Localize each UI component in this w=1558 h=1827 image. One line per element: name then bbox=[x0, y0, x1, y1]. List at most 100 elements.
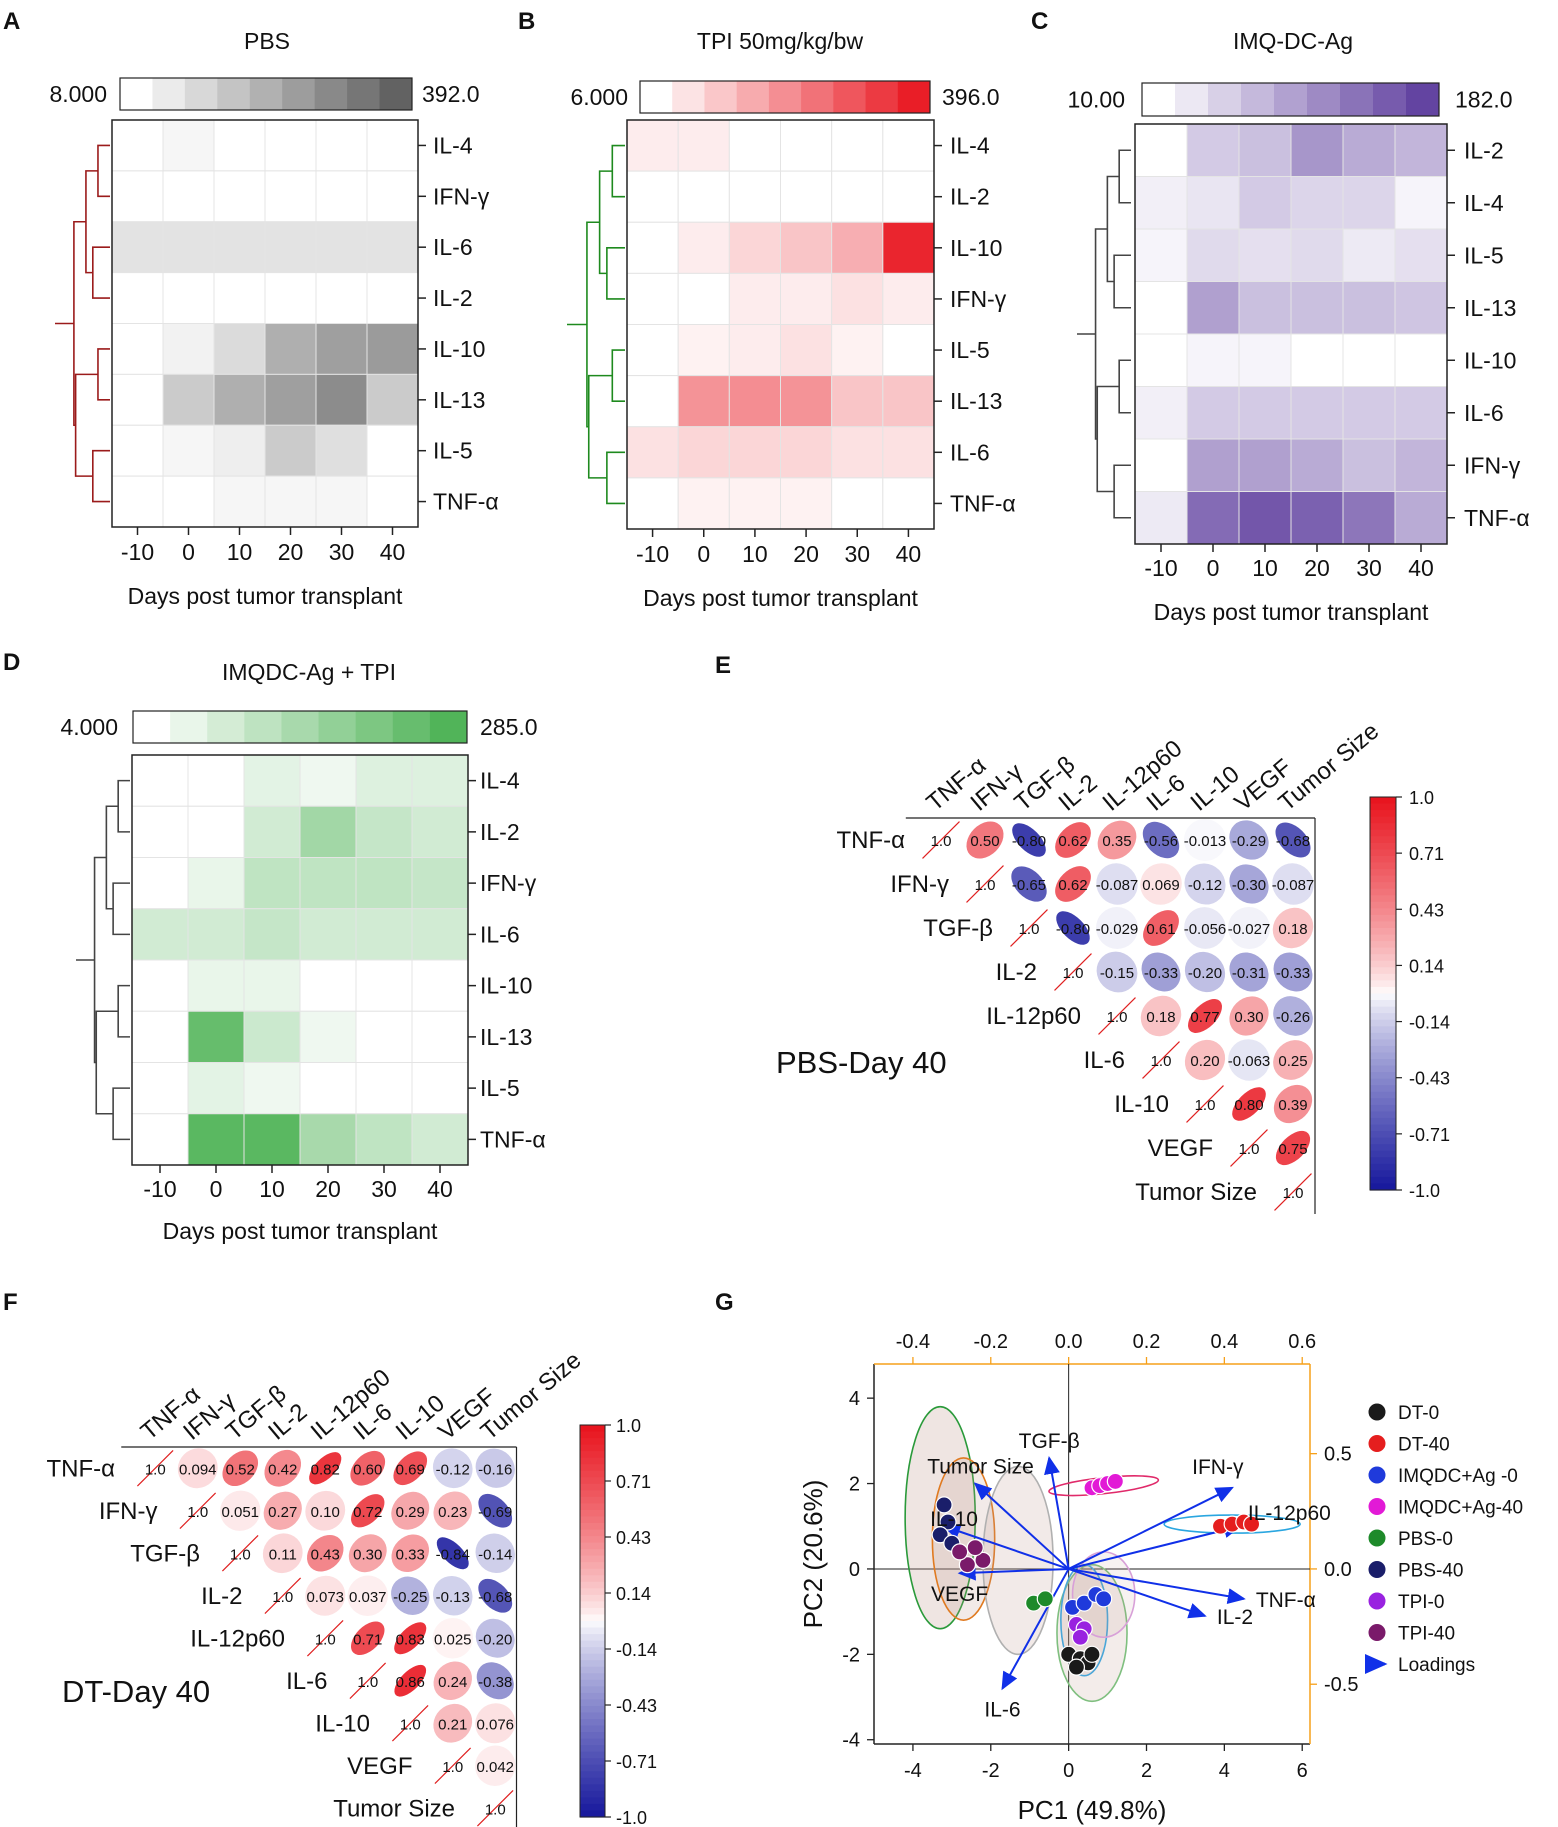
legend-label: IMQDC+Ag -0 bbox=[1398, 1466, 1518, 1487]
colorbar-segment bbox=[580, 1803, 605, 1812]
correlation-ellipse bbox=[433, 1703, 473, 1743]
diagonal-mark bbox=[476, 1789, 514, 1827]
colorbar-segment bbox=[429, 711, 468, 743]
row-variable-label: IL-10 bbox=[1114, 1091, 1169, 1118]
heatmap-cells bbox=[111, 119, 419, 528]
heatmap-cell bbox=[882, 477, 935, 530]
correlation-ellipse bbox=[391, 1576, 430, 1615]
colorbar-segment bbox=[580, 1686, 605, 1694]
heatmap-cell bbox=[1342, 438, 1396, 492]
correlation-ellipse bbox=[1096, 863, 1138, 905]
colorbar-segment bbox=[580, 1431, 605, 1439]
heatmap-cell bbox=[1342, 491, 1396, 545]
colorbar-segment bbox=[580, 1496, 605, 1504]
correlation-ellipse bbox=[263, 1491, 302, 1530]
score-point bbox=[1243, 1515, 1261, 1533]
heatmap-cell bbox=[162, 373, 215, 426]
colorbar-segment bbox=[1370, 1124, 1396, 1132]
heatmap-frame bbox=[626, 119, 935, 530]
heatmap-cell bbox=[243, 1010, 301, 1063]
colorbar-segment bbox=[580, 1438, 605, 1446]
loading-arrow bbox=[973, 1482, 1070, 1570]
score-point bbox=[1075, 1594, 1093, 1612]
colorbar-segment bbox=[314, 78, 348, 110]
correlation-value: -0.33 bbox=[1144, 965, 1178, 982]
column-label: 30 bbox=[1356, 555, 1382, 581]
row-label: IL-2 bbox=[433, 285, 473, 311]
top-tick-label: -0.2 bbox=[974, 1331, 1008, 1353]
diagonal-mark bbox=[1274, 1173, 1312, 1211]
right-tick-label: 0.0 bbox=[1324, 1559, 1352, 1581]
correlation-value: -0.056 bbox=[1184, 921, 1227, 938]
loading-label: Tumor Size bbox=[927, 1456, 1034, 1479]
heatmap-cell bbox=[728, 324, 781, 377]
heatmap-cell bbox=[243, 908, 301, 961]
correlation-value: 0.051 bbox=[221, 1504, 259, 1521]
colorbar-segment bbox=[1370, 1183, 1396, 1191]
heatmap-cell bbox=[677, 477, 730, 530]
correlation-ellipse bbox=[1096, 951, 1138, 993]
row-label: IL-4 bbox=[433, 132, 473, 158]
bottom-tick-label: 0 bbox=[1063, 1760, 1074, 1782]
dendrogram-branch bbox=[1096, 385, 1120, 493]
column-label: -10 bbox=[636, 541, 669, 567]
correlation-ellipse bbox=[350, 1450, 386, 1486]
heatmap-cell bbox=[366, 424, 419, 477]
heatmap-cell bbox=[315, 323, 368, 375]
correlation-value: 1.0 bbox=[442, 1759, 463, 1776]
colorbar-segment bbox=[1370, 1098, 1396, 1106]
correlation-value: 0.42 bbox=[268, 1461, 297, 1478]
correlation-value: -0.13 bbox=[436, 1589, 470, 1606]
correlation-value: 0.60 bbox=[353, 1461, 382, 1478]
heatmap-cell bbox=[1238, 333, 1292, 387]
colorbar-segment bbox=[1370, 901, 1396, 909]
heatmap-cell bbox=[355, 1010, 413, 1063]
heatmap-cell bbox=[131, 908, 189, 961]
heatmap-cell bbox=[366, 475, 419, 528]
correlation-ellipse bbox=[1229, 820, 1269, 860]
correlation-ellipse bbox=[432, 1575, 473, 1616]
row-label: IL-6 bbox=[950, 439, 990, 465]
colorbar-segment bbox=[580, 1640, 605, 1648]
colorbar-segment bbox=[580, 1719, 605, 1727]
heatmap-cell bbox=[1186, 176, 1240, 230]
heatmap-cell bbox=[728, 477, 781, 530]
correlation-value: -0.20 bbox=[478, 1631, 512, 1648]
loading-label: TGF-β bbox=[1019, 1430, 1080, 1453]
heatmap-cell bbox=[187, 908, 245, 961]
colorbar-segment bbox=[580, 1797, 605, 1805]
heatmap-cell bbox=[213, 170, 266, 223]
heatmap-cell bbox=[162, 323, 215, 375]
colorbar-segment bbox=[318, 711, 357, 743]
correlation-value: -0.029 bbox=[1096, 921, 1139, 938]
colorbar-segment bbox=[1370, 914, 1396, 923]
bottom-tick-label: 6 bbox=[1297, 1760, 1308, 1782]
colorbar-segment bbox=[1370, 869, 1396, 877]
heatmap-cell bbox=[780, 477, 833, 530]
heatmap-cell bbox=[1238, 281, 1292, 335]
colorbar-segment bbox=[1370, 993, 1396, 1001]
colorbar-frame bbox=[132, 710, 468, 744]
colorbar-segment bbox=[184, 78, 218, 110]
row-label: IL-13 bbox=[433, 387, 485, 413]
dendrogram bbox=[76, 779, 130, 1141]
row-variable-label: IL-2 bbox=[996, 959, 1037, 986]
left-tick-label: -4 bbox=[842, 1730, 860, 1752]
correlation-ellipse bbox=[1184, 951, 1226, 993]
correlation-value: -0.20 bbox=[1188, 965, 1222, 982]
colorbar-segment bbox=[580, 1738, 605, 1746]
bottom-tick-label: 2 bbox=[1141, 1760, 1152, 1782]
colorbar-segment bbox=[1370, 823, 1396, 831]
correlation-ellipse bbox=[1184, 1039, 1226, 1081]
row-label: IL-5 bbox=[1464, 242, 1504, 268]
correlation-ellipse bbox=[432, 1617, 474, 1659]
colorbar-segment bbox=[580, 1529, 605, 1537]
heatmap-cell bbox=[626, 170, 679, 223]
column-label: 30 bbox=[844, 541, 870, 567]
heatmap-cell bbox=[162, 170, 215, 223]
correlation-value: 0.25 bbox=[1278, 1053, 1307, 1070]
heatmap-cell bbox=[111, 272, 164, 324]
heatmap-cell bbox=[315, 272, 368, 324]
colorbar-segment bbox=[1370, 862, 1396, 870]
heatmap-cell bbox=[1134, 281, 1188, 335]
